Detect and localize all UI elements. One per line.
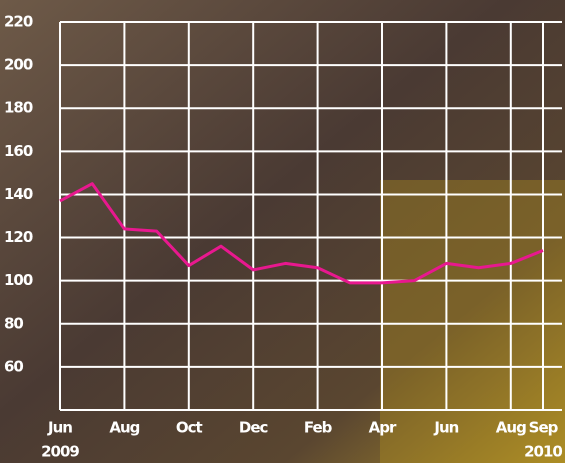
x-year-label: 2010 [524, 443, 562, 461]
y-tick-label: 220 [4, 13, 33, 31]
x-tick-label: Dec [239, 419, 268, 437]
y-tick-label: 60 [4, 357, 23, 375]
y-tick-label: 180 [4, 99, 33, 117]
data-line [59, 182, 544, 285]
x-tick-label: Feb [304, 419, 333, 437]
y-tick-label: 160 [4, 142, 33, 160]
x-tick-label: Aug [109, 419, 139, 437]
x-year-label: 2009 [41, 443, 79, 461]
x-tick-label: Apr [369, 419, 397, 437]
y-tick-label: 80 [4, 314, 23, 332]
x-tick-label: Sep [529, 419, 559, 437]
y-tick-label: 140 [4, 185, 33, 203]
y-tick-label: 120 [4, 228, 33, 246]
background-highlight [380, 180, 565, 463]
x-tick-label: Jun [433, 419, 458, 437]
y-tick-label: 100 [4, 271, 33, 289]
x-tick-label: Jun [47, 419, 72, 437]
x-tick-label: Aug [496, 419, 526, 437]
x-tick-label: Oct [176, 419, 203, 437]
y-tick-label: 200 [4, 56, 33, 74]
